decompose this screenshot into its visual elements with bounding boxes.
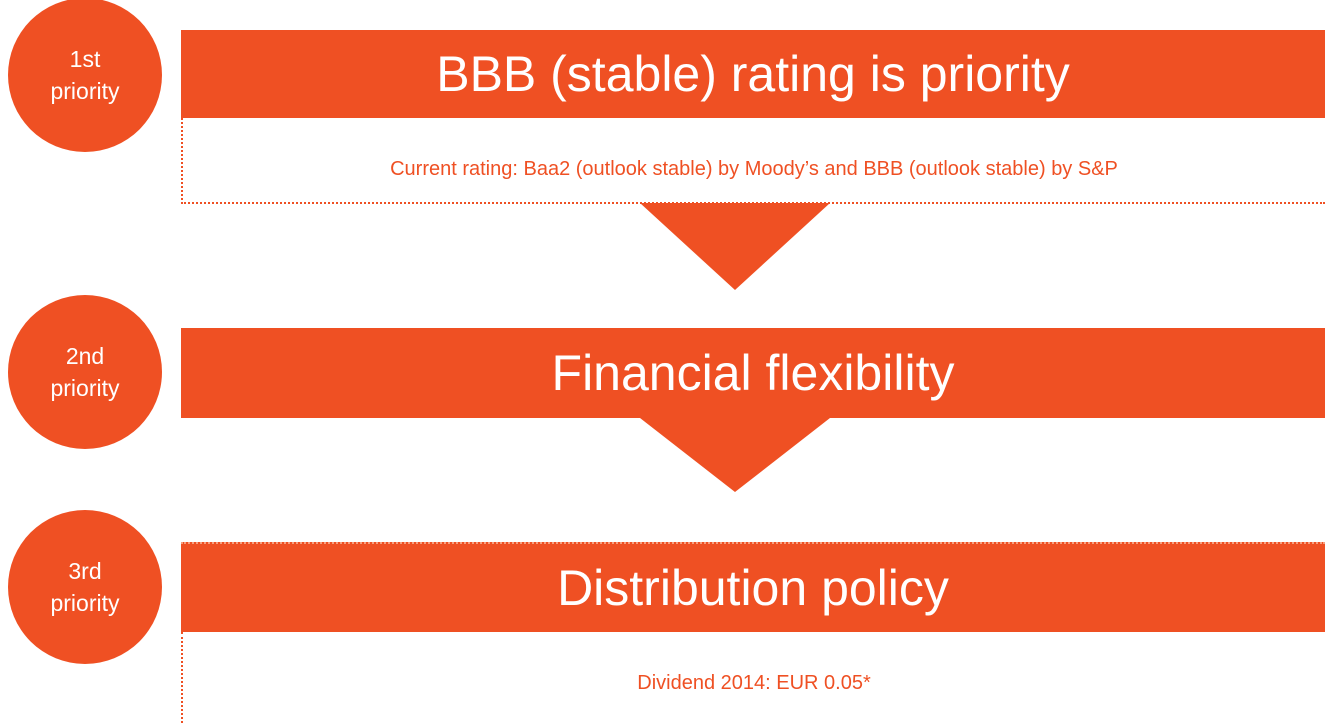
priority-detail: Current rating: Baa2 (outlook stable) by… xyxy=(181,118,1325,204)
arrow-down xyxy=(640,203,830,290)
priority-detail: Dividend 2014: EUR 0.05* xyxy=(181,632,1325,723)
arrow-down xyxy=(640,418,830,492)
priority-badge: 2nd priority xyxy=(8,295,162,449)
priority-title: BBB (stable) rating is priority xyxy=(181,30,1325,118)
priority-title: Distribution policy xyxy=(181,542,1325,632)
priority-badge: 1st priority xyxy=(8,0,162,152)
priority-badge: 3rd priority xyxy=(8,510,162,664)
priority-title: Financial flexibility xyxy=(181,328,1325,418)
